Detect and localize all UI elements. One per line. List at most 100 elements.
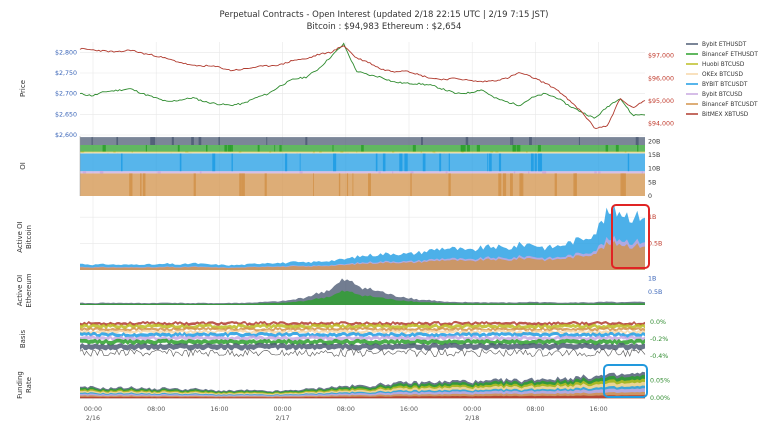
x-tick-label: 00:00 bbox=[84, 406, 102, 413]
oi-stripe bbox=[296, 152, 299, 154]
basis-band bbox=[80, 342, 645, 351]
right-tick-label: 20B bbox=[648, 138, 660, 145]
oi-stripe bbox=[299, 153, 301, 172]
oi-stripe bbox=[487, 153, 489, 172]
x-tick-label: 16:00 bbox=[590, 406, 608, 413]
oi-stripe bbox=[439, 153, 442, 172]
x-tick-label: 00:00 bbox=[274, 406, 292, 413]
area-binancef-btcusdt bbox=[80, 240, 645, 270]
right-tick-label: $96,000 bbox=[648, 75, 674, 82]
oi-stripe bbox=[404, 153, 408, 172]
legend-label: BinanceF ETHUSDT bbox=[702, 52, 758, 58]
oi-stripe bbox=[539, 153, 543, 172]
oi-stripe bbox=[220, 152, 222, 154]
area-bybit-ethusdt bbox=[80, 278, 645, 305]
oi-stripe bbox=[543, 171, 546, 174]
oi-stripe bbox=[537, 151, 539, 153]
oi-stripe bbox=[422, 153, 426, 172]
oi-stripe bbox=[460, 145, 463, 152]
legend-label: Bybit BTCUSD bbox=[702, 92, 743, 98]
right-tick-label: 5B bbox=[648, 179, 656, 186]
basis-band bbox=[80, 323, 645, 330]
area-binancef-ethusdt bbox=[80, 290, 645, 305]
oi-stripe bbox=[191, 137, 194, 145]
x-tick-label: 16:00 bbox=[400, 406, 418, 413]
oi-stripe bbox=[627, 153, 630, 172]
oi-stripe bbox=[498, 153, 502, 172]
oi-stripe bbox=[490, 151, 494, 153]
y-axis-label: Funding bbox=[16, 371, 24, 399]
oi-stripe bbox=[198, 137, 202, 145]
right-tick-label: 0.05% bbox=[650, 378, 670, 385]
oi-stripe bbox=[131, 151, 133, 153]
x-tick-label: 16:00 bbox=[210, 406, 228, 413]
oi-stripe bbox=[81, 151, 85, 153]
oi-stripe bbox=[312, 152, 316, 154]
oi-stripe bbox=[218, 137, 220, 145]
oi-stripe bbox=[392, 151, 395, 153]
oi-stripe bbox=[212, 153, 216, 172]
right-tick-label: $95,000 bbox=[648, 98, 674, 105]
oi-stripe bbox=[257, 145, 260, 152]
left-tick-label: $2,750 bbox=[55, 70, 77, 77]
oi-stripe bbox=[421, 137, 423, 145]
oi-stripe bbox=[319, 151, 322, 153]
basis-band bbox=[80, 338, 645, 346]
oi-stripe bbox=[537, 153, 541, 172]
oi-stripe bbox=[637, 145, 639, 152]
right-tick-label: 0.5B bbox=[648, 241, 662, 248]
oi-stripe bbox=[513, 171, 516, 174]
oi-stripe bbox=[375, 153, 378, 172]
oi-stripe bbox=[305, 137, 308, 145]
x-tick-label: 2/17 bbox=[276, 415, 290, 422]
oi-stripe bbox=[313, 173, 314, 196]
oi-stripe bbox=[361, 145, 364, 152]
funding-band bbox=[80, 395, 645, 399]
oi-stripe bbox=[121, 153, 123, 172]
right-tick-label: 15B bbox=[648, 152, 660, 159]
oi-stripe bbox=[461, 151, 464, 153]
right-tick-label: 1B bbox=[648, 276, 656, 283]
legend-label: Bybit ETHUSDT bbox=[702, 42, 747, 48]
left-tick-label: $2,700 bbox=[55, 91, 77, 98]
oi-stripe bbox=[517, 145, 521, 152]
y-axis-label: Active OI bbox=[16, 221, 24, 252]
oi-stripe bbox=[448, 153, 450, 172]
series-line-ethereum bbox=[79, 42, 646, 119]
oi-stripe bbox=[620, 173, 624, 196]
oi-stripe bbox=[188, 152, 192, 154]
y-axis-label: Active OI bbox=[16, 275, 24, 306]
basis-band bbox=[80, 331, 645, 339]
band-bybit-btcusdt bbox=[80, 153, 645, 172]
x-tick-label: 2/16 bbox=[86, 415, 100, 422]
legend-label: OKEx BTCUSD bbox=[702, 72, 743, 78]
oi-stripe bbox=[502, 173, 507, 196]
right-tick-label: $97,000 bbox=[648, 53, 674, 60]
oi-stripe bbox=[299, 171, 303, 174]
left-tick-label: $2,600 bbox=[55, 132, 77, 139]
oi-stripe bbox=[170, 152, 172, 154]
oi-stripe bbox=[605, 145, 609, 152]
oi-stripe bbox=[352, 173, 354, 196]
area-bybit-btcusdt bbox=[80, 205, 645, 270]
left-tick-label: $2,800 bbox=[55, 49, 77, 56]
oi-stripe bbox=[338, 173, 341, 196]
oi-stripe bbox=[476, 145, 480, 152]
oi-stripe bbox=[140, 173, 142, 196]
oi-stripe bbox=[598, 171, 601, 174]
oi-stripe bbox=[129, 173, 133, 196]
oi-stripe bbox=[224, 145, 228, 152]
oi-stripe bbox=[465, 137, 469, 145]
oi-stripe bbox=[368, 173, 371, 196]
oi-stripe bbox=[107, 152, 109, 154]
oi-stripe bbox=[498, 173, 502, 196]
oi-stripe bbox=[117, 152, 119, 154]
oi-stripe bbox=[410, 171, 414, 174]
legend-label: BYBIT BTCUSDT bbox=[702, 82, 748, 88]
oi-stripe bbox=[466, 145, 470, 152]
band-bybit-btcusd bbox=[80, 171, 645, 174]
right-tick-label: -0.4% bbox=[650, 353, 668, 360]
oi-stripe bbox=[530, 153, 534, 172]
